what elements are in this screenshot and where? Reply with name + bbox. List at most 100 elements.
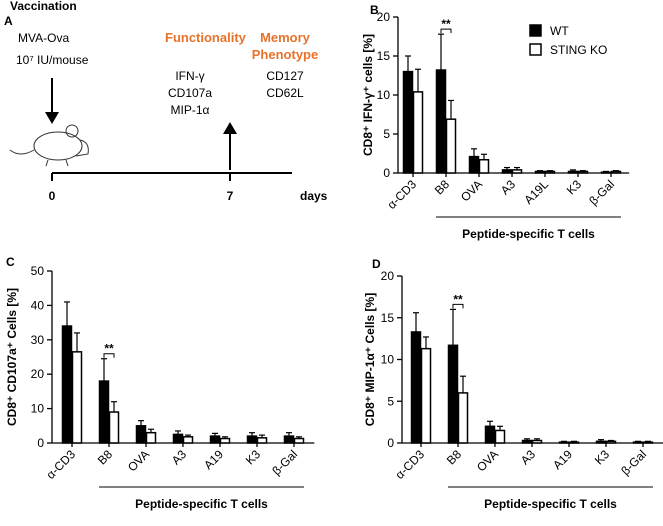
bar [478,158,490,174]
y-tick-label: 10 [31,402,45,416]
marker: CD127 [266,69,304,83]
bar [457,392,469,444]
timeline-label: 7 [227,189,234,203]
memory-title: Phenotype [252,47,318,62]
legend-label: STING KO [550,43,607,57]
timeline-unit: days [300,189,328,203]
bar [521,439,533,444]
bar [145,431,157,444]
x-tick-label: α-CD3 [385,177,420,212]
legend-swatch [529,43,542,56]
panel-label: C [6,255,15,269]
x-tick-label: β-Gal [618,447,649,478]
bar [61,325,73,444]
y-tick-label: 0 [387,436,394,450]
bar [445,118,457,174]
y-tick-label: 5 [383,127,390,141]
vaccine: MVA-Ova [18,31,69,45]
bar [568,441,580,444]
bar [595,440,607,444]
bar [209,435,221,444]
bar [558,441,570,444]
bar [410,331,422,444]
panel-label: A [4,14,13,28]
x-tick-label: B8 [95,447,116,468]
bar [447,344,459,444]
memory-title: Memory [260,30,311,45]
significance-bracket [452,303,464,309]
y-tick-label: 20 [31,367,45,381]
marker: MIP-1α [171,103,210,117]
bar [605,440,617,444]
bar [402,70,414,174]
y-tick-label: 0 [37,436,44,450]
x-tick-label: K3 [243,447,264,468]
significance: ** [104,342,114,356]
bar [283,435,295,444]
y-tick-label: 15 [381,311,395,325]
y-tick-label: 20 [377,10,391,24]
y-tick-label: 10 [381,353,395,367]
panel-a: Vaccination A MVA-Ova 10⁷ IU/mouse Funct… [4,0,328,203]
functionality-title: Functionality [165,30,247,45]
legend-label: WT [550,24,569,38]
vaccine-dose: 10⁷ IU/mouse [16,53,89,67]
group-label: Peptide-specific T cells [462,227,595,241]
x-tick-label: A19 [201,447,226,472]
y-tick-label: 20 [381,269,395,283]
x-tick-label: A19 [550,447,575,472]
panel-label: D [372,257,381,271]
bar-chart: C CD8⁺ CD107a⁺ Cells [%] 0 10 20 30 40 50 α-CD3 B… [5,255,315,511]
bar [435,69,447,174]
y-tick-label: 30 [31,333,45,347]
timeline-label: 0 [49,189,56,203]
bar [610,170,622,174]
mouse [9,124,89,167]
x-tick-label: A3 [169,447,190,468]
significance: ** [441,17,451,31]
x-tick-label: A19L [521,177,551,207]
y-axis-label: CD8⁺ IFN-γ⁺ cells [%] [361,34,375,156]
bar [632,441,644,444]
panel-label: B [370,3,379,17]
marker: IFN-γ [175,69,204,83]
bar [182,436,194,444]
x-tick-label: α-CD3 [44,447,79,482]
bar [256,437,268,444]
bar [98,380,110,444]
bar [219,437,231,444]
bar [531,439,543,444]
x-tick-label: K3 [564,177,585,198]
arrow-head [45,112,59,124]
bar [567,170,579,174]
bar-chart: B CD8⁺ IFN-γ⁺ cells [%] 0 5 10 15 20 α-CD3 B8 OVA… [361,3,630,241]
heading: Vaccination [10,0,77,13]
bar [108,411,120,444]
x-tick-label: OVA [458,177,485,204]
bar [642,441,654,444]
significance-bracket [440,28,452,34]
x-tick-label: A3 [498,177,519,198]
bar [412,91,424,174]
x-tick-label: β-Gal [586,177,617,208]
x-tick-label: B8 [432,177,453,198]
x-tick-label: β-Gal [269,447,300,478]
legend-swatch [529,24,542,37]
bar [420,347,432,444]
y-tick-label: 10 [377,88,391,102]
x-tick-label: B8 [444,447,465,468]
bar [468,155,480,174]
bar [494,429,506,444]
y-axis-label: CD8⁺ CD107a⁺ Cells [%] [5,288,19,426]
bar-chart: D CD8⁺ MIP-1α⁺ Cells [%] 0 5 10 15 20 α-CD3 B8 OV… [363,257,663,511]
group-label: Peptide-specific T cells [135,497,268,511]
significance-bracket [103,353,115,358]
significance: ** [453,292,463,306]
x-tick-label: α-CD3 [393,447,428,482]
y-tick-label: 5 [387,394,394,408]
y-tick-label: 40 [31,298,45,312]
x-tick-label: OVA [125,447,152,474]
bar [71,351,83,444]
bar [511,169,523,174]
